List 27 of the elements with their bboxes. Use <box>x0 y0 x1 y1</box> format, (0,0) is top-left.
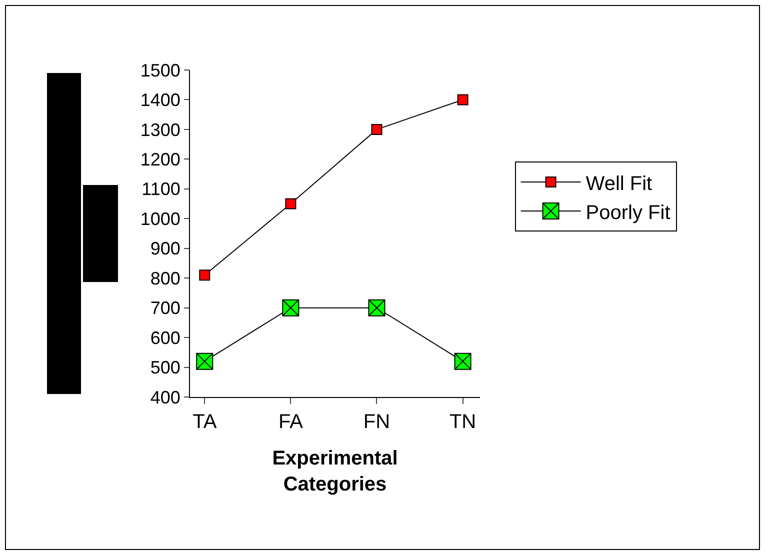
y-tick-label: 1500 <box>140 60 180 80</box>
point <box>454 352 472 370</box>
legend-label: Poorly Fit <box>586 202 671 224</box>
point <box>285 198 296 210</box>
x-tick-label: FA <box>278 411 304 433</box>
y-tick-label: 1400 <box>140 90 180 110</box>
y-tick-label: 900 <box>150 238 180 259</box>
y-tick-label: 1000 <box>140 208 180 229</box>
y-tick-label: 1300 <box>140 120 180 140</box>
y-tick-label: 600 <box>150 328 180 348</box>
point <box>199 270 210 281</box>
x-axis-title: Experimental Categories <box>272 448 398 496</box>
x-tick-label: TA <box>192 411 218 433</box>
y-tick-label: 1100 <box>142 179 180 200</box>
y-tick-label: 500 <box>150 358 180 378</box>
x-tick-label: TN <box>449 411 476 433</box>
legend-label: Well Fit <box>586 172 653 195</box>
y-tick-label: 700 <box>150 298 180 318</box>
point <box>457 94 468 106</box>
x-tick-label: FN <box>363 411 390 433</box>
y-tick-label: 800 <box>150 268 180 288</box>
y-tick-label: 1200 <box>140 149 180 170</box>
y-tick-label: 400 <box>150 387 180 408</box>
point <box>196 352 214 370</box>
point <box>368 299 386 316</box>
point <box>371 124 382 135</box>
point <box>282 299 300 316</box>
